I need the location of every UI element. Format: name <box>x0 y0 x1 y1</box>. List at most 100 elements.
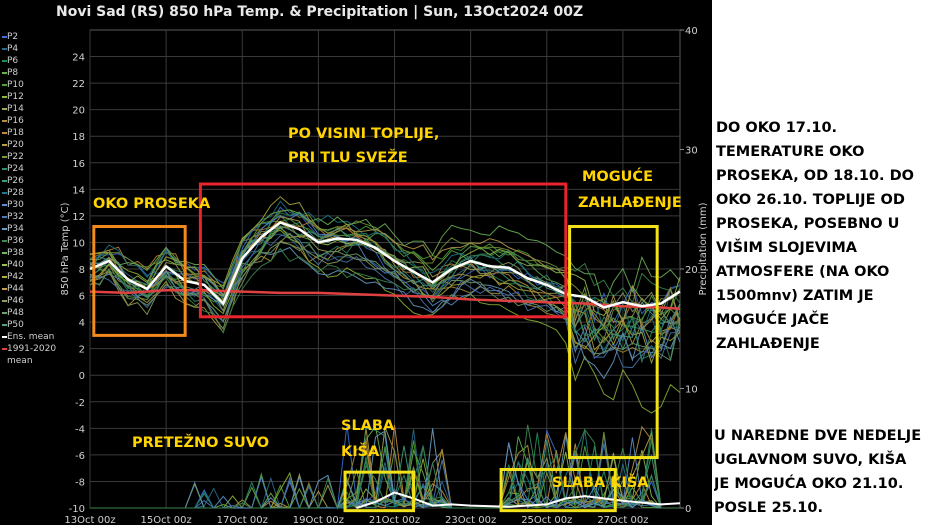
legend-swatch <box>2 60 7 62</box>
legend: P2 P4 P6 P8 P10 P12 P14 P16 P18 P20 P22 P24 P26 P28 P3… <box>2 31 64 367</box>
legend-item: P46 <box>2 295 64 307</box>
legend-label: P24 <box>7 164 24 174</box>
ensemble-member-line <box>89 214 681 351</box>
y2-tick-label: 20 <box>685 265 698 276</box>
ensemble-mean-line <box>89 221 681 309</box>
legend-label: P34 <box>7 224 24 234</box>
legend-item: P6 <box>2 55 64 67</box>
legend-item: P40 <box>2 259 64 271</box>
y-tick-label: -4 <box>75 424 85 435</box>
legend-label: P10 <box>7 80 24 90</box>
legend-swatch <box>2 336 7 338</box>
legend-item: P30 <box>2 199 64 211</box>
legend-item: P16 <box>2 115 64 127</box>
legend-label: P18 <box>7 128 24 138</box>
y-tick-label: 16 <box>72 159 85 170</box>
legend-item: P28 <box>2 187 64 199</box>
forecast-commentary-precipitation: U NAREDNE DVE NEDELJE UGLAVNOM SUVO, KIŠ… <box>714 428 922 516</box>
legend-swatch <box>2 180 7 182</box>
y2-tick-label: 30 <box>685 146 698 157</box>
legend-swatch <box>2 36 7 38</box>
y-tick-label: 24 <box>72 53 85 64</box>
annotation-text: OKO PROSEKA <box>93 196 211 212</box>
legend-swatch <box>2 288 7 290</box>
legend-swatch <box>2 48 7 50</box>
annotation-box <box>92 225 187 337</box>
y-tick-label: 10 <box>72 238 85 249</box>
ensemble-member-line <box>89 212 681 360</box>
legend-label: P2 <box>7 32 19 42</box>
annotation-box <box>198 182 568 319</box>
legend-item: P22 <box>2 151 64 163</box>
legend-swatch <box>2 132 7 134</box>
y2-tick-label: 40 <box>685 26 698 37</box>
legend-label: P32 <box>7 212 24 222</box>
legend-label: P14 <box>7 104 24 114</box>
legend-item: Ens. mean <box>2 331 64 343</box>
precip-member-line <box>90 428 680 510</box>
y2-tick-label: 0 <box>685 504 691 515</box>
legend-label: P4 <box>7 44 19 54</box>
y2-axis-label: Precipitation (mm) <box>698 202 709 295</box>
legend-item: P12 <box>2 91 64 103</box>
legend-label: P38 <box>7 248 24 258</box>
annotation-text: SLABA KIŠA <box>552 473 649 491</box>
legend-swatch <box>2 156 7 158</box>
legend-label: P40 <box>7 260 24 270</box>
forecast-commentary: DO OKO 17.10. TEMERATURE OKO PROSEKA, OD… <box>716 120 914 352</box>
legend-swatch <box>2 192 7 194</box>
legend-swatch <box>2 96 7 98</box>
y2-tick-label: 10 <box>685 385 698 396</box>
ensemble-member-line <box>89 232 681 330</box>
y-tick-label: 2 <box>79 345 85 356</box>
legend-swatch <box>2 120 7 122</box>
legend-item: P42 <box>2 271 64 283</box>
legend-label: P42 <box>7 272 24 282</box>
legend-item: P8 <box>2 67 64 79</box>
annotation-box <box>499 467 617 513</box>
y-tick-label: 12 <box>72 212 85 223</box>
y-tick-label: 4 <box>79 318 85 329</box>
precip-member-line <box>90 424 680 509</box>
legend-item: P20 <box>2 139 64 151</box>
legend-label: P50 <box>7 320 24 330</box>
legend-item: P44 <box>2 283 64 295</box>
legend-item: P10 <box>2 79 64 91</box>
x-tick-label: 13Oct 00z <box>64 515 115 525</box>
legend-label: P22 <box>7 152 24 162</box>
legend-swatch <box>2 216 7 218</box>
y-tick-label: 14 <box>72 185 85 196</box>
legend-label: P16 <box>7 116 24 126</box>
legend-item: P50 <box>2 319 64 331</box>
ensemble-member-line <box>89 247 681 335</box>
legend-label: P28 <box>7 188 24 198</box>
legend-label: P6 <box>7 56 19 66</box>
legend-swatch <box>2 348 7 350</box>
annotation-boxes <box>92 182 659 513</box>
legend-label: P44 <box>7 284 24 294</box>
annotations: OKO PROSEKA PO VISINI TOPLIJE, PRI TLU SVE… <box>93 126 682 491</box>
y-tick-label: 8 <box>79 265 85 276</box>
legend-swatch <box>2 108 7 110</box>
legend-label: P30 <box>7 200 24 210</box>
legend-label: P26 <box>7 176 24 186</box>
legend-swatch <box>2 144 7 146</box>
chart-title: Novi Sad (RS) 850 hPa Temp. & Precipitat… <box>56 4 584 20</box>
legend-swatch <box>2 276 7 278</box>
legend-swatch <box>2 84 7 86</box>
legend-item: 1991-2020 mean <box>2 343 64 367</box>
ensemble-member-line <box>89 229 681 414</box>
y-tick-label: 6 <box>79 292 85 303</box>
legend-label: P46 <box>7 296 24 306</box>
annotation-box <box>343 470 416 513</box>
legend-item: P34 <box>2 223 64 235</box>
annotation-box <box>568 225 659 460</box>
legend-item: P32 <box>2 211 64 223</box>
annotation-text: PRETEŽNO SUVO <box>132 434 269 451</box>
x-tick-label: 25Oct 00z <box>521 515 572 525</box>
annotation-text: PRI TLU SVEŽE <box>288 149 408 166</box>
x-tick-label: 21Oct 00z <box>369 515 420 525</box>
x-tick-label: 19Oct 00z <box>293 515 344 525</box>
legend-label: Ens. mean <box>7 332 55 342</box>
y-tick-label: 0 <box>79 371 85 382</box>
